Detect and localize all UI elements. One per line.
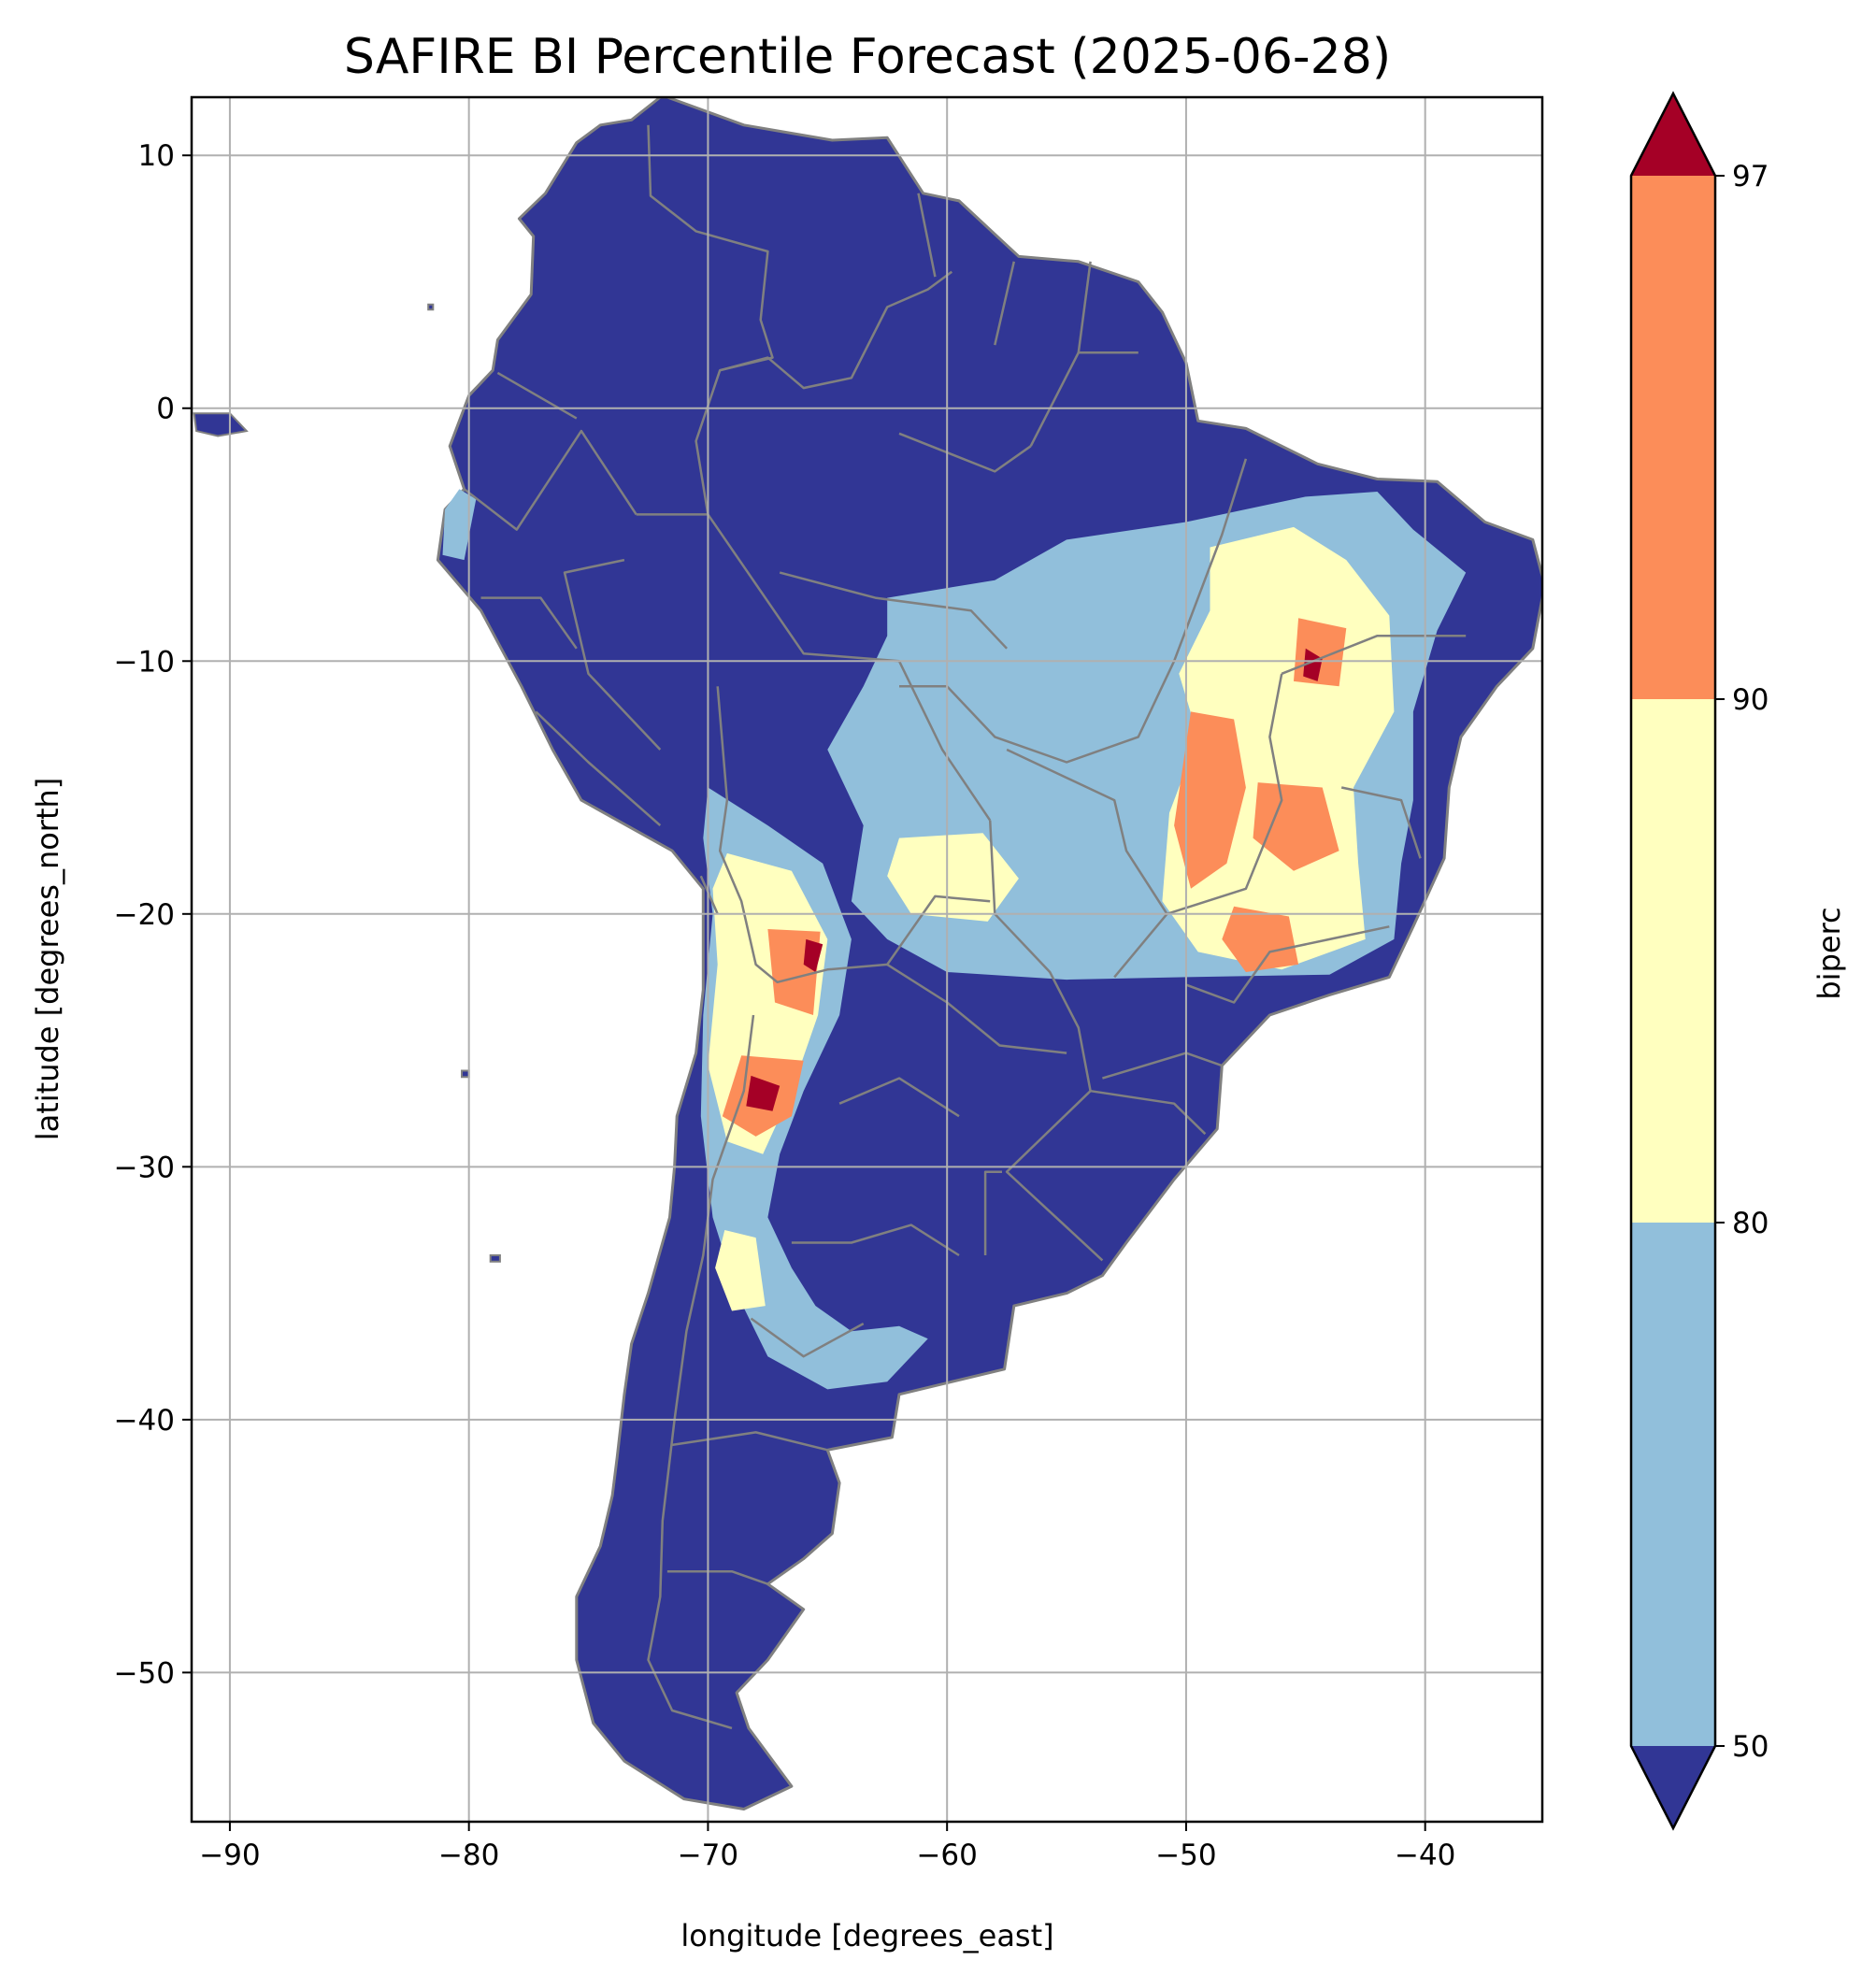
country-border — [463, 429, 637, 531]
biperc-above-97-bahia — [1303, 648, 1323, 681]
colorbar-segment — [1631, 176, 1715, 699]
colorbar-tick-label: 80 — [1732, 1207, 1769, 1240]
country-border — [535, 710, 662, 827]
y-axis-label: latitude [degrees_north] — [30, 778, 65, 1141]
country-border — [1172, 458, 1248, 662]
country-border — [1006, 748, 1168, 915]
biperc-90-97-sao-paulo — [1222, 906, 1299, 972]
colorbar-extend-min — [1631, 1746, 1715, 1828]
colorbar-tick-label: 90 — [1732, 683, 1769, 717]
country-border — [695, 270, 953, 515]
country-border — [496, 371, 578, 420]
island — [427, 303, 435, 311]
x-tick-label: −40 — [1395, 1839, 1455, 1872]
biperc-above-97-catamarca — [746, 1075, 780, 1111]
biperc-50-80-ecuador-coast — [442, 489, 477, 561]
biperc-80-90-andes-south — [715, 1230, 766, 1311]
map-gridlines — [192, 97, 1542, 1822]
x-tick-label: −70 — [678, 1839, 738, 1872]
chart-title: SAFIRE BI Percentile Forecast (2025-06-2… — [344, 29, 1391, 85]
biperc-90-97-goias — [1174, 711, 1246, 889]
country-border — [647, 124, 774, 372]
country-border — [671, 1431, 828, 1452]
colorbar-extend-max — [1631, 93, 1715, 176]
x-tick-label: −90 — [199, 1839, 260, 1872]
country-border — [716, 686, 991, 984]
y-tick-label: 0 — [156, 393, 175, 426]
country-border — [699, 875, 719, 915]
country-border — [1340, 786, 1422, 859]
country-border — [1077, 261, 1092, 353]
country-border — [480, 596, 578, 650]
colorbar-label: biperc — [1812, 907, 1847, 999]
x-tick-label: −50 — [1155, 1839, 1216, 1872]
biperc-80-90-brazil-west — [887, 833, 1019, 922]
country-border — [791, 1224, 960, 1257]
country-border — [898, 432, 1032, 473]
land-layer — [193, 97, 1542, 1810]
country-border — [983, 1170, 1002, 1255]
country-border — [917, 193, 937, 278]
x-tick-label: −80 — [438, 1839, 499, 1872]
country-border — [899, 660, 1176, 764]
country-border — [994, 261, 1016, 346]
biperc-90-97-minas — [1253, 782, 1339, 871]
x-tick-label: −60 — [916, 1839, 977, 1872]
y-tick-label: −50 — [114, 1656, 175, 1690]
colorbar-tick-label: 97 — [1732, 160, 1769, 193]
x-axis-ticks: −90 −80 −70 −60 −50 −40 — [199, 1822, 1455, 1872]
country-border — [1185, 925, 1390, 1004]
biperc-above-97-salta — [803, 938, 823, 972]
country-border — [886, 963, 1067, 1054]
country-border — [563, 558, 662, 751]
country-border — [750, 1317, 865, 1358]
map-frame — [190, 95, 1544, 1824]
country-border — [636, 513, 992, 822]
map-axes: −90 −80 −70 −60 −50 −40 10 0 −10 −20 −30 −40 −50 lo… — [30, 95, 1544, 1954]
y-tick-label: −30 — [114, 1151, 175, 1184]
y-tick-label: −40 — [114, 1404, 175, 1438]
island — [489, 1254, 501, 1263]
country-border — [779, 571, 1009, 650]
country-border — [838, 1077, 960, 1118]
colorbar-tick-label: 50 — [1732, 1730, 1769, 1764]
island — [461, 1069, 470, 1079]
colorbar-segment — [1631, 1223, 1715, 1746]
y-tick-label: −20 — [114, 898, 175, 932]
y-tick-label: −10 — [114, 645, 175, 679]
colorbar-segment — [1631, 699, 1715, 1223]
y-tick-label: 10 — [138, 139, 175, 173]
island — [193, 412, 249, 437]
colorbar: 50 80 90 97 — [1629, 91, 1769, 1831]
country-border — [1113, 673, 1283, 979]
country-border — [666, 1569, 768, 1585]
country-border — [1090, 1089, 1207, 1136]
y-axis-ticks: 10 0 −10 −20 −30 −40 −50 — [114, 139, 192, 1690]
x-axis-label: longitude [degrees_east] — [680, 1918, 1053, 1954]
